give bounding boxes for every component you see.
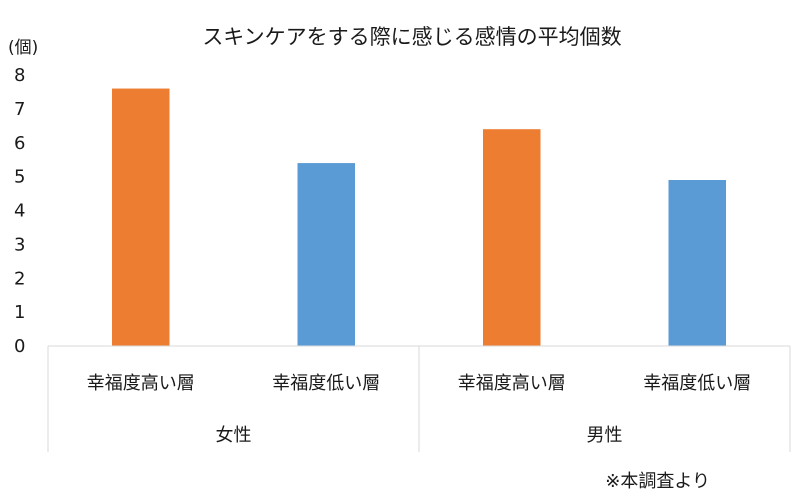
category-label: 幸福度高い層 — [87, 373, 195, 394]
y-tick-label: 3 — [14, 234, 25, 255]
y-axis-ticks: 0 1 2 3 4 5 6 7 8 — [14, 65, 25, 357]
bar-1-2 — [297, 163, 356, 346]
y-tick-label: 0 — [14, 336, 25, 357]
y-tick-label: 4 — [14, 201, 25, 222]
category-label: 幸福度高い層 — [458, 373, 566, 394]
group-labels: 女性 男性 — [216, 425, 623, 446]
y-tick-label: 7 — [14, 99, 25, 120]
bar-1-1 — [111, 88, 170, 347]
axes — [47, 345, 791, 452]
bar-2-1 — [482, 129, 541, 346]
group-label: 男性 — [587, 425, 623, 446]
y-tick-label: 5 — [14, 167, 25, 188]
category-label: 幸福度低い層 — [272, 373, 380, 394]
category-labels: 幸福度高い層 幸福度低い層 幸福度高い層 幸福度低い層 — [87, 373, 752, 394]
bar-2-2 — [668, 180, 727, 346]
bars — [111, 88, 727, 347]
group-label: 女性 — [216, 425, 252, 446]
y-tick-label: 6 — [14, 133, 25, 154]
y-axis-unit-label: (個) — [8, 38, 38, 58]
source-note: ※本調査より — [605, 471, 710, 492]
chart-title: スキンケアをする際に感じる感情の平均個数 — [202, 25, 621, 49]
y-tick-label: 1 — [14, 302, 25, 323]
y-tick-label: 8 — [14, 65, 25, 86]
category-label: 幸福度低い層 — [643, 373, 751, 394]
y-tick-label: 2 — [14, 268, 25, 289]
